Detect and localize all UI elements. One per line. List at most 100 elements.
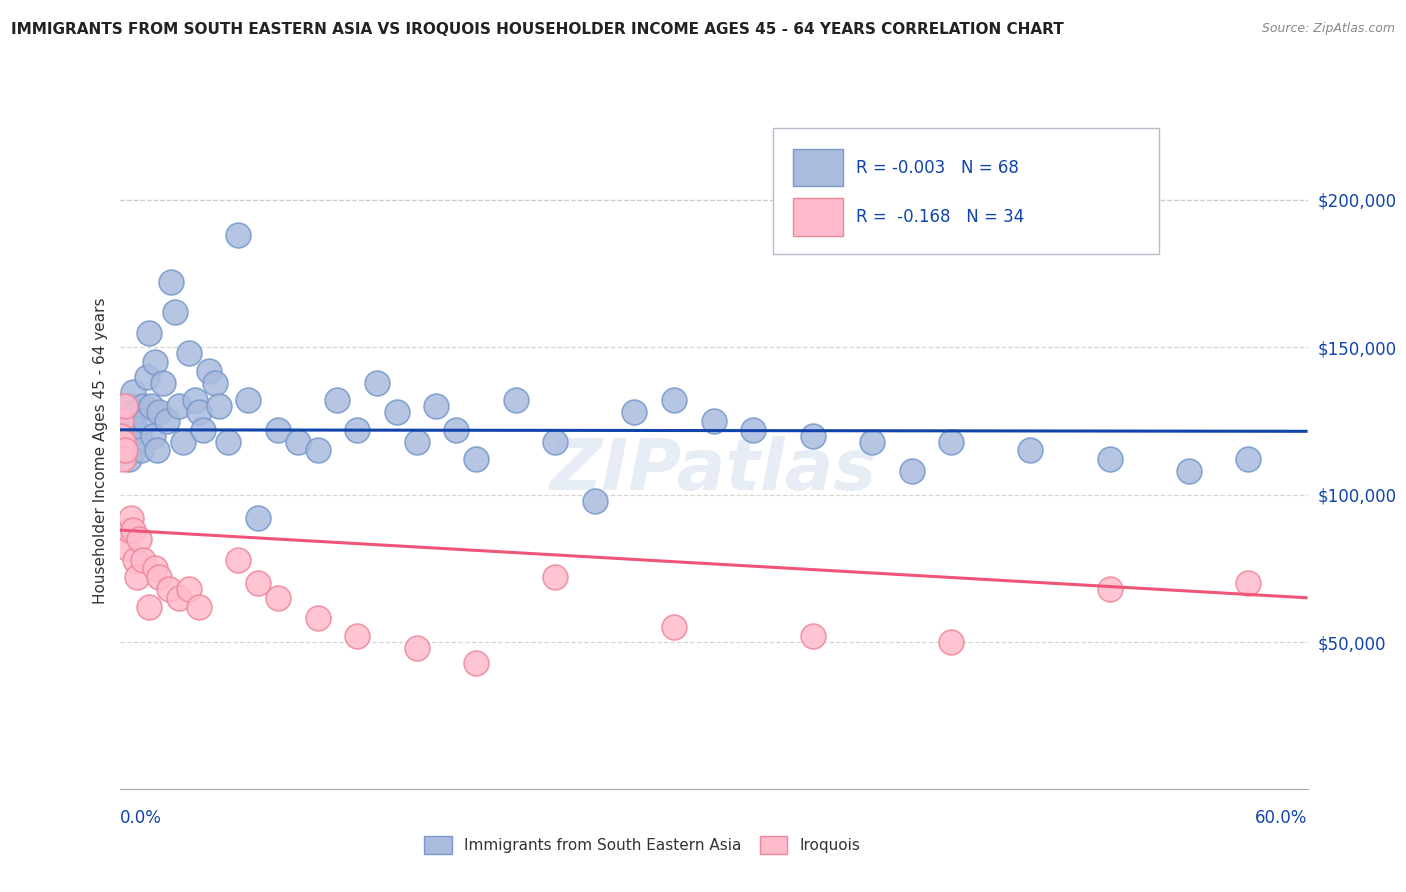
Point (114, 443, 136, 458)
Point (122, 384, 145, 399)
Point (444, 423, 467, 437)
Point (110, 434, 132, 449)
Point (1178, 464, 1201, 478)
Point (156, 414, 179, 428)
Point (114, 434, 136, 449)
Text: 60.0%: 60.0% (1256, 809, 1308, 827)
Text: R = -0.003   N = 68: R = -0.003 N = 68 (856, 159, 1019, 177)
Point (138, 599, 160, 614)
Bar (793, 198, 844, 235)
Point (160, 276, 183, 290)
Point (326, 393, 349, 408)
Point (207, 399, 229, 413)
Point (114, 414, 136, 428)
Point (801, 629, 824, 643)
Point (247, 511, 270, 525)
Point (141, 399, 163, 413)
Point (152, 376, 174, 390)
Point (505, 393, 527, 408)
Point (425, 399, 447, 413)
Point (124, 423, 146, 437)
Legend: Immigrants from South Eastern Asia, Iroquois: Immigrants from South Eastern Asia, Iroq… (418, 830, 866, 860)
Text: IMMIGRANTS FROM SOUTH EASTERN ASIA VS IROQUOIS HOUSEHOLDER INCOME AGES 45 - 64 Y: IMMIGRANTS FROM SOUTH EASTERN ASIA VS IR… (11, 22, 1064, 37)
Point (217, 434, 239, 449)
Point (118, 452, 141, 467)
Point (128, 532, 150, 546)
Point (127, 570, 149, 584)
Point (148, 405, 170, 419)
Point (346, 629, 368, 643)
Point (662, 393, 685, 408)
Point (132, 552, 155, 566)
Point (307, 611, 329, 625)
Point (702, 414, 725, 428)
Point (307, 443, 329, 458)
Point (366, 376, 388, 390)
Text: R =  -0.168   N = 34: R = -0.168 N = 34 (856, 208, 1025, 227)
Point (136, 369, 159, 384)
Point (134, 414, 156, 428)
Text: Source: ZipAtlas.com: Source: ZipAtlas.com (1261, 22, 1395, 36)
Point (120, 511, 142, 525)
Point (124, 434, 146, 449)
Point (114, 399, 136, 413)
Point (583, 493, 606, 508)
Point (138, 326, 160, 340)
Text: ZIPatlas: ZIPatlas (550, 436, 877, 505)
Point (267, 423, 290, 437)
Point (204, 376, 226, 390)
FancyBboxPatch shape (773, 128, 1159, 254)
Point (464, 452, 488, 467)
Point (1019, 443, 1042, 458)
Point (143, 355, 166, 369)
Point (405, 434, 427, 449)
Point (146, 443, 169, 458)
Point (127, 405, 149, 419)
Point (112, 452, 135, 467)
Point (118, 523, 141, 537)
Point (191, 423, 214, 437)
Point (172, 434, 194, 449)
Point (385, 405, 408, 419)
Point (623, 405, 645, 419)
Point (117, 405, 139, 419)
Point (1237, 452, 1260, 467)
Point (112, 423, 135, 437)
Point (742, 423, 765, 437)
Point (1237, 576, 1260, 591)
Point (801, 428, 824, 442)
Point (112, 443, 135, 458)
Point (544, 434, 567, 449)
Point (112, 434, 135, 449)
Point (197, 364, 219, 378)
Point (184, 393, 207, 408)
Point (110, 414, 132, 428)
Point (247, 576, 270, 591)
Y-axis label: Householder Income Ages 45 - 64 years: Householder Income Ages 45 - 64 years (93, 297, 108, 604)
Point (167, 591, 190, 605)
Point (129, 443, 152, 458)
Point (464, 656, 488, 670)
Point (544, 570, 567, 584)
Point (132, 399, 155, 413)
Point (287, 434, 309, 449)
Point (346, 423, 368, 437)
Point (122, 443, 145, 458)
Point (187, 405, 209, 419)
Point (142, 428, 165, 442)
Point (117, 541, 139, 555)
Point (118, 399, 141, 413)
Point (228, 228, 250, 243)
Point (177, 582, 200, 596)
Point (124, 552, 146, 566)
Bar (793, 149, 844, 186)
Point (177, 346, 200, 360)
Point (148, 570, 170, 584)
Point (1098, 582, 1121, 596)
Point (860, 434, 883, 449)
Point (120, 428, 142, 442)
Point (128, 428, 150, 442)
Point (167, 399, 190, 413)
Point (405, 640, 427, 655)
Point (662, 620, 685, 634)
